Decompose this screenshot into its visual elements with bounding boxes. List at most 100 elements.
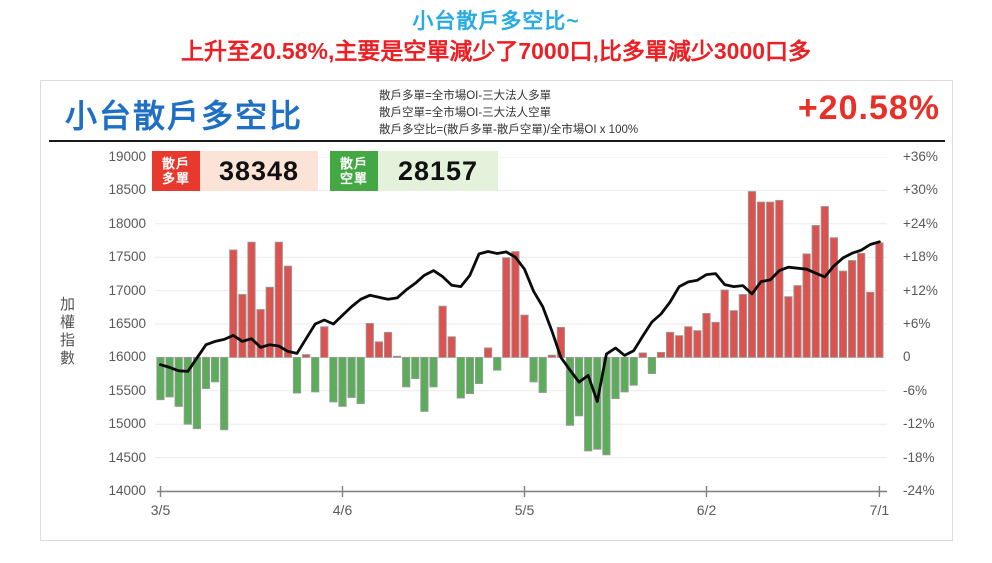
ratio-bar (857, 252, 866, 358)
index-line (159, 240, 881, 403)
left-axis-tick-label: 17000 (108, 282, 146, 298)
ratio-bar (229, 249, 238, 358)
ratio-bar (720, 289, 729, 358)
ratio-bar (638, 352, 647, 358)
ratio-bar (265, 286, 274, 358)
ratio-bar (256, 309, 265, 358)
ratio-bar (365, 322, 374, 358)
right-axis-tick-label: +6% (903, 316, 931, 331)
ratio-bar (593, 356, 602, 450)
left-axis-tick-label: 17500 (108, 249, 146, 265)
chart-svg (155, 157, 887, 497)
retail-long-badge: 散戶 多單 38348 (152, 151, 318, 191)
left-axis-title: 加權指數 (58, 296, 75, 368)
formula-ratio: 散戶多空比=(散戶多單-散戶空單)/全市場OI x 100% (379, 124, 639, 136)
retail-long-label-line1: 散戶 (161, 156, 190, 171)
retail-short-label-line2: 空單 (339, 171, 368, 186)
chart-title: 小台散戶多空比 (65, 98, 304, 134)
ratio-bar (611, 356, 620, 400)
ratio-bar (192, 356, 202, 430)
ratio-bar (529, 356, 538, 383)
x-axis-tick-label: 5/5 (514, 502, 535, 518)
ratio-bar (383, 331, 393, 358)
ratio-bar (220, 356, 229, 431)
ratio-bar (447, 336, 456, 358)
ratio-bar (201, 356, 211, 390)
retail-long-value: 38348 (200, 151, 318, 191)
ratio-bar (838, 270, 848, 358)
left-axis-tick-label: 18000 (108, 215, 146, 231)
page-subtitle: 上升至20.58%,主要是空單減少了7000口,比多單減少3000口多 (180, 38, 812, 64)
left-axis-tick-label: 14000 (108, 483, 146, 498)
ratio-bar (656, 351, 666, 358)
ratio-bar (520, 314, 529, 358)
left-axis-tick-label: 15000 (108, 416, 146, 432)
ratio-bar (456, 356, 465, 399)
ratio-bar (429, 356, 438, 388)
ratio-bar (301, 354, 311, 358)
ratio-bar (729, 310, 738, 358)
ratio-bar (438, 305, 447, 358)
ratio-bar (575, 356, 584, 417)
right-axis-tick-label: +24% (903, 215, 938, 231)
ratio-bar (420, 356, 429, 412)
ratio-bar (474, 356, 484, 385)
ratio-bar (347, 356, 356, 398)
x-axis-tick-label: 6/2 (696, 502, 717, 518)
formula-block: 散戶多單=全市場OI-三大法人多單 散戶空單=全市場OI-三大法人空單 散戶多空… (379, 88, 638, 139)
ratio-bar (392, 355, 402, 358)
ratio-bar (247, 241, 256, 358)
retail-long-label-line2: 多單 (161, 171, 190, 186)
ratio-bar (829, 237, 839, 358)
ratio-bar (629, 356, 638, 386)
right-axis-tick-label: +36% (903, 149, 938, 164)
right-axis-tick-label: -12% (903, 416, 935, 432)
ratio-bar (584, 356, 593, 452)
right-axis-tick-label: +18% (903, 249, 938, 265)
ratio-bar (493, 356, 502, 371)
ratio-bar (238, 294, 247, 358)
ratio-bar (784, 296, 793, 358)
ratio-bar (675, 335, 684, 358)
ratio-bar (311, 356, 320, 393)
ratio-bar (775, 199, 784, 358)
formula-long: 散戶多單=全市場OI-三大法人多單 (379, 90, 552, 102)
page-title: 小台散戶多空比~ (412, 10, 580, 33)
ratio-bar (711, 321, 720, 358)
formula-short: 散戶空單=全市場OI-三大法人空單 (379, 107, 552, 119)
ratio-bar (620, 356, 629, 393)
ratio-bar (165, 356, 174, 398)
ratio-bar (211, 356, 220, 383)
x-axis-tick-label: 3/5 (150, 502, 171, 518)
ratio-bar (811, 225, 820, 358)
ratio-bar (338, 356, 347, 407)
ratio-bar (502, 257, 511, 358)
ratio-bar (666, 331, 675, 358)
right-axis-tick-label: -6% (903, 382, 928, 398)
ratio-bar (802, 253, 811, 358)
ratio-bar (320, 326, 329, 358)
ratio-bar (292, 356, 302, 394)
right-axis-tick-label: -18% (903, 449, 935, 465)
right-axis-tick-label: +30% (903, 182, 938, 198)
ratio-bar (848, 260, 857, 358)
ratio-bar (866, 291, 875, 358)
ratio-bar (374, 341, 384, 358)
ratio-bar (702, 312, 711, 358)
ratio-bar (274, 241, 283, 358)
ratio-bar (875, 242, 884, 358)
ratio-bar (538, 356, 547, 393)
ratio-bar (511, 251, 520, 358)
x-axis-tick-label: 4/6 (332, 502, 353, 518)
ratio-bar (820, 206, 829, 358)
ratio-bar (174, 356, 183, 407)
retail-short-value: 28157 (378, 151, 498, 191)
ratio-bar (329, 356, 338, 403)
retail-long-label: 散戶 多單 (152, 151, 200, 191)
retail-short-label: 散戶 空單 (330, 151, 378, 191)
retail-short-badge: 散戶 空單 28157 (330, 151, 498, 191)
ratio-bar (465, 356, 475, 395)
left-axis-tick-label: 15500 (108, 382, 146, 398)
ratio-bar (411, 356, 420, 380)
left-axis-tick-label: 14500 (108, 449, 146, 465)
